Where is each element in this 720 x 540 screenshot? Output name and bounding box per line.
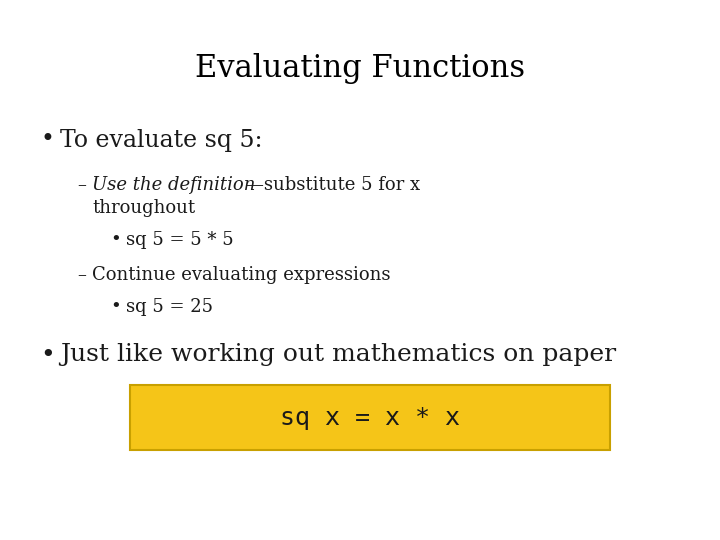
- Text: •: •: [110, 231, 121, 249]
- Text: Use the definition: Use the definition: [92, 176, 256, 194]
- Text: Continue evaluating expressions: Continue evaluating expressions: [92, 266, 390, 284]
- Text: To evaluate sq 5:: To evaluate sq 5:: [60, 129, 263, 152]
- FancyBboxPatch shape: [130, 385, 610, 450]
- Text: sq 5 = 5 * 5: sq 5 = 5 * 5: [126, 231, 233, 249]
- Text: throughout: throughout: [92, 199, 195, 217]
- Text: •: •: [110, 298, 121, 316]
- Text: –: –: [78, 266, 93, 284]
- Text: —substitute 5 for x: —substitute 5 for x: [246, 176, 420, 194]
- Text: sq 5 = 25: sq 5 = 25: [126, 298, 213, 316]
- Text: sq x = x * x: sq x = x * x: [280, 406, 460, 429]
- Text: •: •: [40, 343, 55, 367]
- Text: •: •: [40, 129, 54, 152]
- Text: Evaluating Functions: Evaluating Functions: [195, 52, 525, 84]
- Text: –: –: [78, 176, 93, 194]
- Text: Just like working out mathematics on paper: Just like working out mathematics on pap…: [60, 343, 616, 367]
